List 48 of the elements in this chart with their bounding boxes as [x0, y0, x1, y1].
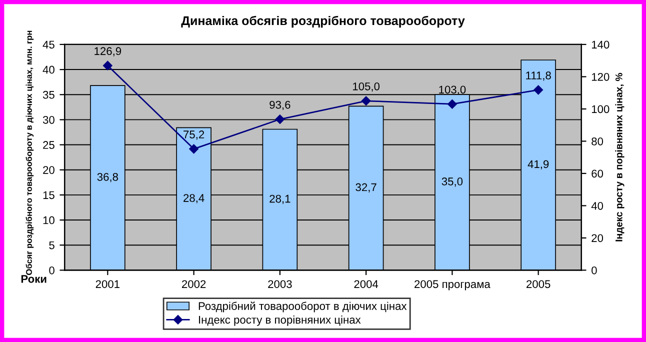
y-tick-label: 10 [43, 216, 54, 224]
point [534, 85, 543, 95]
data-label: 103,0 [439, 86, 466, 95]
y-tick-label: 15 [43, 191, 54, 200]
x-tick-label: 2002 [182, 280, 206, 288]
y-tick-label: 20 [43, 166, 54, 174]
data-label: 93,6 [270, 100, 290, 110]
legend-label: Роздрібний товарооборот в діючих цінах [198, 302, 407, 312]
data-label: 32,7 [356, 183, 376, 192]
x-tick-label: 2003 [268, 280, 292, 288]
data-label: 126,9 [94, 47, 122, 56]
y2-tick-label: 40 [591, 202, 604, 210]
y-axis-title: Обсяг роздрібного товарообороту в діючих цінах, млн. грн [26, 30, 34, 275]
data-label: 41,9 [528, 160, 549, 170]
point [103, 60, 112, 70]
x-tick-label: 2005 [526, 280, 550, 288]
y2-tick-label: 140 [592, 40, 610, 49]
point [189, 144, 198, 154]
data-label: 28,1 [270, 194, 290, 204]
y-tick-label: 30 [42, 116, 54, 124]
data-label: 36,8 [97, 173, 118, 182]
y2-tick-label: 60 [592, 170, 604, 178]
legend-label: Індекс росту в порівняних цінах [199, 316, 361, 326]
y-tick-label: 40 [42, 66, 54, 74]
x-tick-label: 2004 [354, 280, 378, 288]
point [275, 114, 285, 124]
y-tick-label: 25 [43, 141, 54, 149]
y2-tick-label: 100 [592, 105, 610, 114]
data-label: 105,0 [353, 82, 380, 92]
y2-tick-label: 0 [592, 266, 597, 274]
y-tick-label: 5 [49, 241, 54, 250]
point [448, 99, 457, 109]
x-axis-title: Роки [21, 275, 46, 283]
x-tick-label: 2005 програма [414, 280, 490, 290]
y2-tick-label: 120 [592, 72, 610, 81]
data-label: 35,0 [442, 178, 463, 187]
point [361, 96, 371, 106]
y-tick-label: 45 [42, 40, 54, 49]
y2-tick-label: 80 [592, 137, 604, 146]
y-tick-label: 0 [49, 266, 54, 274]
y2-axis-title: Індекс росту в порівняних цінах, % [615, 72, 624, 242]
x-tick-label: 2001 [96, 280, 120, 288]
y-tick-label: 35 [42, 90, 54, 99]
y2-tick-label: 20 [592, 234, 604, 242]
chart-title: Динаміка обсягів роздрібного товарообороту [181, 16, 465, 28]
data-label: 111,8 [526, 72, 551, 81]
data-label: 75,2 [184, 130, 204, 140]
data-label: 28,4 [184, 194, 204, 204]
